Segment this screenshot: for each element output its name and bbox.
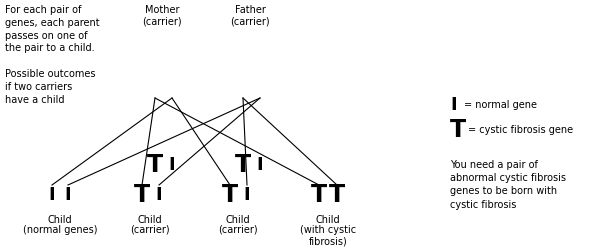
Text: Father
(carrier): Father (carrier) [230,5,270,27]
Text: I: I [169,156,175,174]
Text: I: I [243,186,250,204]
Text: Child: Child [316,215,341,225]
Text: You need a pair of
abnormal cystic fibrosis
genes to be born with
cystic fibrosi: You need a pair of abnormal cystic fibro… [450,160,566,210]
Text: T: T [329,183,345,207]
Text: Child: Child [48,215,72,225]
Text: T: T [311,183,327,207]
Text: (carrier): (carrier) [130,225,170,235]
Text: I: I [65,186,71,204]
Text: = normal gene: = normal gene [464,100,537,110]
Text: I: I [450,96,456,114]
Text: For each pair of
genes, each parent
passes on one of
the pair to a child.

Possi: For each pair of genes, each parent pass… [5,5,100,105]
Text: Mother
(carrier): Mother (carrier) [142,5,182,27]
Text: I: I [49,186,55,204]
Text: T: T [147,153,163,177]
Text: T: T [450,118,466,142]
Text: T: T [222,183,238,207]
Text: (normal genes): (normal genes) [22,225,97,235]
Text: Child: Child [138,215,162,225]
Text: = cystic fibrosis gene: = cystic fibrosis gene [468,125,573,135]
Text: I: I [155,186,162,204]
Text: T: T [134,183,150,207]
Text: (carrier): (carrier) [218,225,258,235]
Text: Child: Child [226,215,250,225]
Text: I: I [257,156,263,174]
Text: T: T [235,153,251,177]
Text: (with cystic
fibrosis): (with cystic fibrosis) [300,225,356,247]
